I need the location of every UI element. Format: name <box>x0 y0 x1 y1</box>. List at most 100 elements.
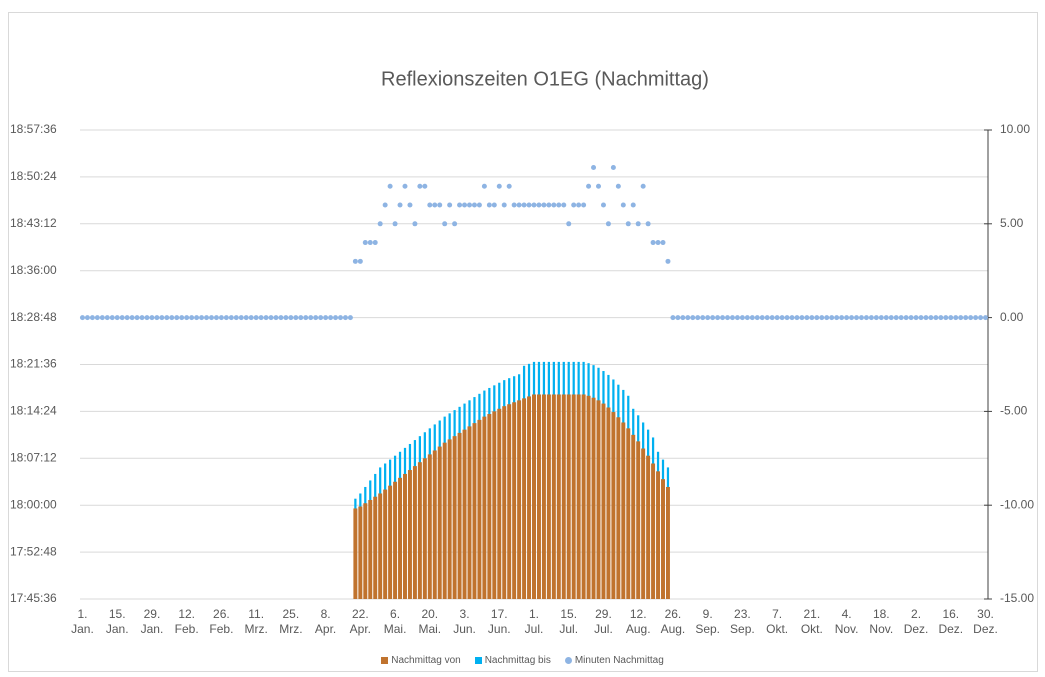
bar <box>403 473 407 599</box>
bar <box>487 414 492 599</box>
point <box>620 202 626 208</box>
point <box>630 202 636 208</box>
point <box>700 315 706 321</box>
point <box>824 315 830 321</box>
x-tick-label: 18. Nov. <box>869 607 894 636</box>
point <box>858 315 864 321</box>
point <box>253 315 259 321</box>
bar <box>358 506 363 599</box>
bar <box>373 496 378 599</box>
point <box>263 315 269 321</box>
bar <box>398 477 403 599</box>
point <box>844 315 850 321</box>
point <box>635 221 641 227</box>
point <box>854 315 860 321</box>
point <box>953 315 959 321</box>
point <box>625 221 631 227</box>
bar <box>388 485 393 599</box>
point <box>878 315 884 321</box>
point <box>258 315 264 321</box>
bar <box>566 394 571 599</box>
point <box>462 202 468 208</box>
bar <box>611 412 616 599</box>
y-tick-label: 18:57:36 <box>10 122 57 136</box>
point <box>129 315 135 321</box>
y2-tick-label: 10.00 <box>1000 122 1030 136</box>
y-tick-label: 18:43:12 <box>10 216 57 230</box>
bar <box>646 455 651 599</box>
y-tick-label: 18:28:48 <box>10 310 57 324</box>
point <box>978 315 984 321</box>
point <box>531 202 537 208</box>
point <box>863 315 869 321</box>
point <box>427 202 433 208</box>
point <box>432 202 438 208</box>
point <box>372 240 378 246</box>
point <box>605 221 611 227</box>
point <box>422 183 428 189</box>
point <box>968 315 974 321</box>
legend-item: Nachmittag von <box>381 655 461 666</box>
point <box>566 221 572 227</box>
point <box>238 315 244 321</box>
point <box>913 315 919 321</box>
point <box>466 202 472 208</box>
point <box>357 258 363 264</box>
point <box>506 183 512 189</box>
bar <box>601 403 606 599</box>
point <box>447 202 453 208</box>
point <box>452 221 458 227</box>
point <box>94 315 100 321</box>
point <box>526 202 532 208</box>
point <box>154 315 160 321</box>
point <box>278 315 284 321</box>
point <box>715 315 721 321</box>
point <box>784 315 790 321</box>
point <box>149 315 155 321</box>
bar <box>546 394 551 599</box>
bar <box>651 463 656 599</box>
point <box>794 315 800 321</box>
point <box>134 315 140 321</box>
point <box>898 315 904 321</box>
bar <box>656 471 661 599</box>
point <box>199 315 205 321</box>
point <box>680 315 686 321</box>
point <box>571 202 577 208</box>
point <box>729 315 735 321</box>
bar <box>412 466 417 599</box>
point <box>720 315 726 321</box>
point <box>868 315 874 321</box>
point <box>893 315 899 321</box>
point <box>814 315 820 321</box>
y-tick-label: 17:45:36 <box>10 591 57 605</box>
bar <box>502 406 507 599</box>
x-tick-label: 1. Jul. <box>524 607 544 636</box>
point <box>268 315 274 321</box>
point <box>655 240 661 246</box>
point <box>179 315 185 321</box>
legend-item: Nachmittag bis <box>474 655 551 666</box>
point <box>943 315 949 321</box>
bar <box>561 394 566 599</box>
point <box>561 202 567 208</box>
point <box>908 315 914 321</box>
y-tick-label: 18:50:24 <box>10 169 57 183</box>
point <box>849 315 855 321</box>
point <box>744 315 750 321</box>
bar <box>631 434 636 599</box>
grid <box>80 129 988 600</box>
x-tick-label: 29. Jan. <box>140 607 164 636</box>
point <box>690 315 696 321</box>
point <box>958 315 964 321</box>
bar <box>422 458 427 599</box>
point <box>174 315 180 321</box>
point <box>501 202 507 208</box>
point <box>402 183 408 189</box>
bar <box>457 432 462 599</box>
bar <box>532 394 536 599</box>
y-tick-label: 18:21:36 <box>10 357 57 371</box>
point <box>695 315 701 321</box>
bar <box>541 394 546 599</box>
bar <box>378 493 383 599</box>
